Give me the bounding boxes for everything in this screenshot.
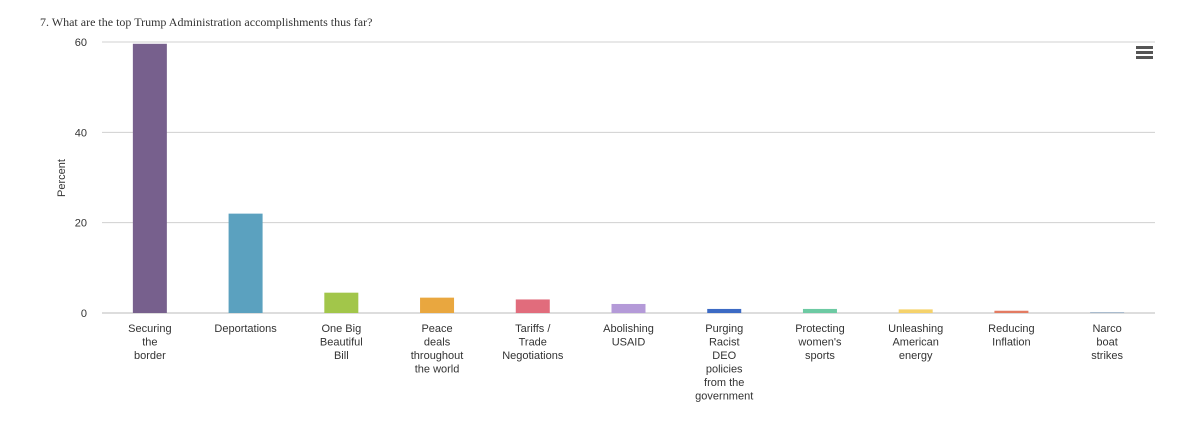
- x-category-label-line: energy: [899, 350, 933, 362]
- x-category-label-line: Racist: [709, 337, 740, 349]
- x-category-label-line: Unleashing: [888, 323, 943, 335]
- y-tick-label: 40: [75, 127, 87, 139]
- bars: [132, 43, 1125, 314]
- x-category-label-line: boat: [1096, 337, 1117, 349]
- x-category-label: Protecting women's sports: [795, 323, 845, 362]
- x-category-label-line: USAID: [612, 337, 646, 349]
- x-category-label-line: government: [695, 391, 753, 403]
- bar[interactable]: [802, 308, 837, 313]
- x-category-label: Unleashing American energy: [888, 323, 943, 362]
- x-category-label-line: Purging: [705, 323, 743, 335]
- x-category-label: Tariffs / Trade Negotiations: [502, 323, 564, 362]
- x-category-label-line: the: [142, 337, 157, 349]
- y-tick-label: 20: [75, 218, 87, 230]
- x-category-label: Narco boat strikes: [1091, 323, 1123, 362]
- bar[interactable]: [324, 292, 359, 313]
- x-category-label-line: DEO: [712, 350, 736, 362]
- bar[interactable]: [228, 213, 263, 313]
- chart-title: 7. What are the top Trump Administration…: [40, 15, 373, 29]
- x-category-label-line: Narco: [1092, 323, 1121, 335]
- x-category-label: Reducing Inflation: [988, 323, 1034, 349]
- x-category-label-line: the world: [415, 364, 460, 376]
- x-category-label-line: policies: [706, 364, 743, 376]
- x-category-label-line: from the: [704, 377, 744, 389]
- x-category-label-line: Protecting: [795, 323, 845, 335]
- x-category-label: One Big Beautiful Bill: [320, 323, 363, 362]
- x-category-label-line: Peace: [421, 323, 452, 335]
- x-category-label-line: women's: [797, 337, 842, 349]
- x-category-label: Deportations: [214, 323, 277, 335]
- x-category-label-line: Reducing: [988, 323, 1034, 335]
- x-category-label-line: Inflation: [992, 337, 1031, 349]
- x-category-label-line: Tariffs /: [515, 323, 551, 335]
- x-category-label: Securing the border: [128, 323, 171, 362]
- x-category-label-line: Beautiful: [320, 337, 363, 349]
- x-category-label-line: throughout: [411, 350, 464, 362]
- x-category-label-line: sports: [805, 350, 835, 362]
- x-category-label-line: One Big: [321, 323, 361, 335]
- bar[interactable]: [515, 299, 550, 313]
- x-category-label-line: Securing: [128, 323, 171, 335]
- x-category-label-line: Deportations: [214, 323, 277, 335]
- x-category-label-line: strikes: [1091, 350, 1123, 362]
- y-tick-label: 0: [81, 308, 87, 320]
- y-tick-label: 60: [75, 37, 87, 49]
- x-axis-categories: Securing the border Deportations One Big Beau…: [128, 323, 1123, 403]
- x-category-label-line: Bill: [334, 350, 349, 362]
- bar[interactable]: [1090, 312, 1125, 314]
- x-category-label-line: Negotiations: [502, 350, 564, 362]
- bar[interactable]: [994, 310, 1029, 313]
- bar[interactable]: [611, 303, 646, 313]
- x-category-label-line: deals: [424, 337, 451, 349]
- y-axis-ticks: 0 20 40 60: [75, 37, 87, 320]
- x-category-label-line: border: [134, 350, 166, 362]
- x-category-label: Peace deals throughout the world: [411, 323, 464, 376]
- hamburger-menu-icon[interactable]: [1136, 46, 1153, 61]
- x-category-label: Abolishing USAID: [603, 323, 654, 349]
- bar[interactable]: [420, 297, 455, 313]
- bar[interactable]: [132, 43, 167, 313]
- x-category-label-line: Abolishing: [603, 323, 654, 335]
- x-category-label: Purging Racist DEO policies from the governme…: [695, 323, 753, 403]
- x-category-label-line: Trade: [519, 337, 547, 349]
- x-category-label-line: American: [892, 337, 938, 349]
- bar[interactable]: [898, 309, 933, 313]
- bar[interactable]: [707, 308, 742, 313]
- y-axis-label: Percent: [56, 159, 68, 197]
